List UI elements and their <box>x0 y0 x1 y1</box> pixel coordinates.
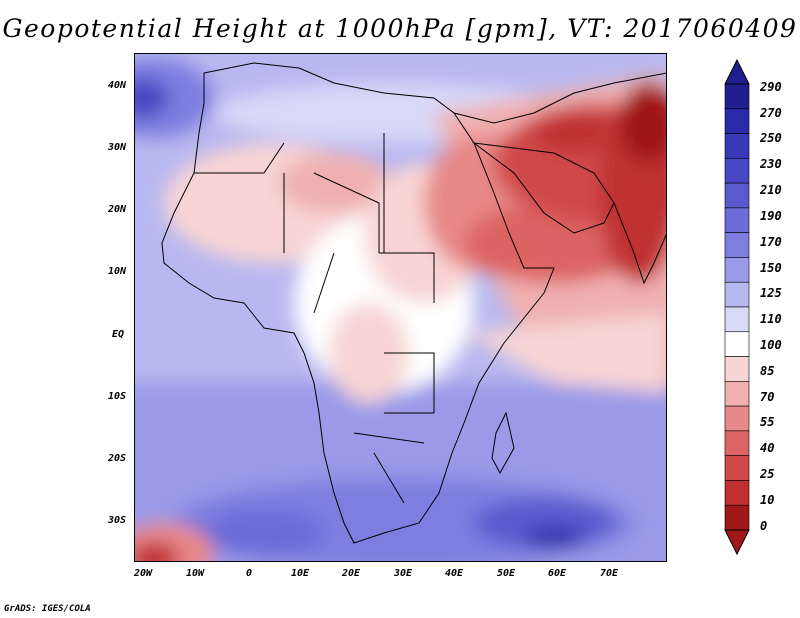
colorbar-swatch <box>724 306 750 333</box>
colorbar-swatch <box>724 232 750 258</box>
lon-label-20e: 20E <box>342 568 361 579</box>
colorbar-swatch <box>724 158 750 184</box>
colorbar-label: 250 <box>760 131 782 145</box>
colorbar-label: 25 <box>760 467 775 481</box>
lon-label-60e: 60E <box>548 568 567 579</box>
india-coast <box>613 202 667 285</box>
colorbar-swatch <box>724 504 750 531</box>
footer-credit: GrADS: IGES/COLA <box>4 604 91 614</box>
lon-label-30e: 30E <box>394 568 413 579</box>
colorbar-label: 100 <box>760 338 782 352</box>
colorbar-label: 190 <box>760 209 782 223</box>
lat-label-20s: 20S <box>108 453 127 464</box>
lat-label-40n: 40N <box>108 80 127 91</box>
colorbar-label: 55 <box>760 415 775 429</box>
colorbar-swatch <box>724 356 750 382</box>
lon-label-10e: 10E <box>291 568 310 579</box>
arabia-coast <box>472 142 615 234</box>
colorbar-label: 40 <box>760 441 775 455</box>
map-panel <box>134 53 667 562</box>
height-field-blobs <box>134 58 667 562</box>
colorbar-swatch <box>724 133 750 159</box>
lon-label-70e: 70E <box>600 568 619 579</box>
colorbar-swatch <box>724 108 750 134</box>
colorbar-swatch <box>724 430 750 456</box>
colorbar-swatch <box>724 381 750 407</box>
madagascar-coast <box>491 411 515 475</box>
colorbar-label: 230 <box>760 157 782 171</box>
plot-title: Geopotential Height at 1000hPa [gpm], VT… <box>2 14 798 43</box>
country-borders <box>194 133 435 504</box>
lon-label-10w: 10W <box>186 568 205 579</box>
colorbar-label: 290 <box>760 80 782 94</box>
lon-label-50e: 50E <box>497 568 516 579</box>
lon-label-20w: 20W <box>134 568 153 579</box>
colorbar-bottom-arrow <box>724 529 750 556</box>
colorbar-swatch <box>724 207 750 233</box>
colorbar-swatch <box>724 331 750 357</box>
colorbar-swatch <box>724 480 750 506</box>
colorbar-label: 150 <box>760 261 782 275</box>
colorbar-label: 125 <box>760 286 782 300</box>
lat-label-10n: 10N <box>108 266 127 277</box>
africa-coast <box>161 62 555 544</box>
colorbar-swatch <box>724 83 750 110</box>
colorbar-label: 210 <box>760 183 782 197</box>
colorbar-label: 10 <box>760 493 775 507</box>
colorbar-label: 85 <box>760 364 775 378</box>
colorbar-swatch <box>724 182 750 209</box>
colorbar-label: 70 <box>760 390 775 404</box>
colorbar-swatch <box>724 455 750 481</box>
lat-label-20n: 20N <box>108 204 127 215</box>
lat-label-30s: 30S <box>108 515 127 526</box>
eurasia-coast <box>453 72 667 124</box>
lat-label-30n: 30N <box>108 142 127 153</box>
colorbar-label: 0 <box>760 519 768 533</box>
colorbar-top-arrow <box>724 58 750 85</box>
colorbar-label: 170 <box>760 235 782 249</box>
lat-label-eq: EQ <box>112 329 125 340</box>
colorbar-label: 270 <box>760 106 782 120</box>
colorbar-swatch <box>724 405 750 432</box>
lat-label-10s: 10S <box>108 391 127 402</box>
geopotential-map <box>134 53 667 562</box>
coastlines <box>161 62 667 544</box>
map-border <box>134 53 667 562</box>
lon-label-0: 0 <box>246 568 253 579</box>
lon-label-40e: 40E <box>445 568 464 579</box>
colorbar-label: 110 <box>760 312 782 326</box>
colorbar <box>724 58 750 556</box>
colorbar-swatch <box>724 257 750 283</box>
colorbar-swatch <box>724 281 750 308</box>
